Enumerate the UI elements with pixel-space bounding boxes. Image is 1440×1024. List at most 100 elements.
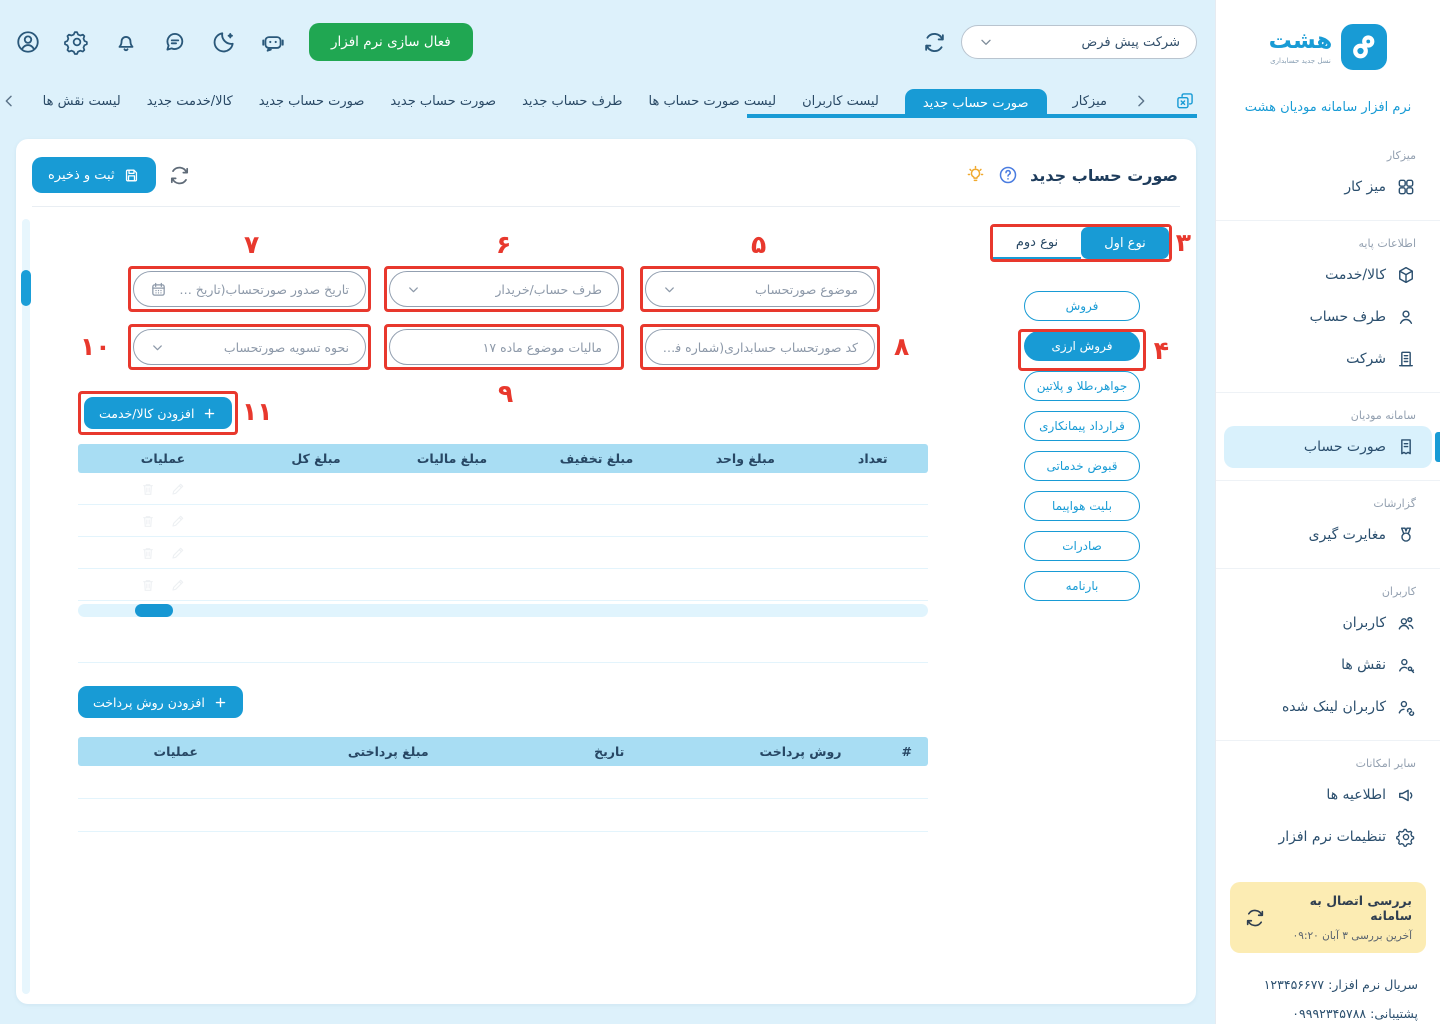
payments-table: # روش پرداخت تاریخ مبلغ پرداختی عملیات <box>78 737 928 832</box>
company-select[interactable]: شرکت پیش فرض <box>961 25 1197 59</box>
sidebar-item-label: کاربران <box>1342 615 1386 631</box>
sidebar-item-linked-users[interactable]: کاربران لینک شده <box>1216 686 1440 728</box>
buyer-select[interactable]: طرف حساب/خریدار <box>389 271 619 307</box>
linked-users-icon <box>1396 697 1416 717</box>
category-export[interactable]: صادرات <box>1024 531 1140 561</box>
sidebar-item-desk[interactable]: میز کار <box>1216 166 1440 208</box>
article17-tax-input[interactable]: مالیات موضوع ماده ۱۷ <box>389 329 619 365</box>
logo-icon <box>1341 24 1388 70</box>
accounting-code-input[interactable]: کد صورتحساب حسابداری(شماره فاکتور) <box>645 329 875 365</box>
tab-new-goods-service[interactable]: کالا/خدمت جدید <box>146 93 233 109</box>
category-gold-jewelry[interactable]: جواهر،طلا و پلاتین <box>1024 371 1140 401</box>
delete-icon <box>140 545 156 561</box>
sidebar-item-reconciliation[interactable]: مغایرت گیری <box>1216 514 1440 556</box>
settlement-method-select[interactable]: نحوه تسویه صورتحساب <box>133 329 366 365</box>
chevron-down-icon <box>662 282 677 297</box>
table-row <box>78 473 928 505</box>
section-label-moadian: سامانه مودیان <box>1350 409 1416 422</box>
divider <box>1216 220 1440 221</box>
sidebar-item-counterparty[interactable]: طرف حساب <box>1216 296 1440 338</box>
sidebar-item-company[interactable]: شرکت <box>1216 338 1440 380</box>
annotation-3: ۳ <box>1175 228 1191 257</box>
save-button-label: ثبت و ذخیره <box>48 167 115 183</box>
vertical-scrollbar-thumb[interactable] <box>21 270 31 306</box>
horizontal-scrollbar-track[interactable] <box>78 604 928 617</box>
notifications-icon[interactable] <box>113 29 139 55</box>
col-actions: عملیات <box>140 451 186 466</box>
toggle-segments: نوع اول نوع دوم <box>993 227 1169 259</box>
divider <box>1216 740 1440 741</box>
tab-invoices-list[interactable]: لیست صورت حساب ها <box>648 93 777 109</box>
form-refresh-icon[interactable] <box>168 164 191 187</box>
annotation-7: ۷ <box>244 230 260 259</box>
logo-text-block: هشت نسل جدید حسابداری <box>1269 29 1333 65</box>
add-payment-method-button[interactable]: افزودن روش پرداخت <box>78 686 243 718</box>
tab-new-invoice-2[interactable]: صورت حساب جدید <box>390 93 497 109</box>
field-placeholder: موضوع صورتحساب <box>754 281 858 297</box>
tabs-scroll-left-icon[interactable] <box>1 93 17 109</box>
horizontal-scrollbar-thumb[interactable] <box>135 604 173 617</box>
tab-roles-list[interactable]: لیست نقش ها <box>42 93 121 109</box>
gear-icon[interactable] <box>64 29 90 55</box>
invoice-subject-select[interactable]: موضوع صورتحساب <box>645 271 875 307</box>
invoice-type-toggle: نوع اول نوع دوم <box>990 224 1172 262</box>
vertical-scrollbar-track[interactable] <box>22 219 30 994</box>
delete-icon <box>140 481 156 497</box>
tab-bar: میزکار صورت حساب جدید لیست کاربران لیست … <box>0 84 1215 118</box>
toggle-type-one[interactable]: نوع اول <box>1081 227 1169 259</box>
person-icon <box>1396 307 1416 327</box>
help-icon[interactable] <box>998 165 1018 185</box>
sidebar-item-settings[interactable]: تنظیمات نرم افزار <box>1216 816 1440 858</box>
save-icon <box>123 167 140 184</box>
tip-bulb-icon[interactable] <box>965 165 986 186</box>
user-profile-icon[interactable] <box>15 29 41 55</box>
sidebar-item-label: طرف حساب <box>1309 309 1386 325</box>
divider <box>1216 568 1440 569</box>
category-contract[interactable]: قرارداد پیمانکاری <box>1024 411 1140 441</box>
top-bar: شرکت پیش فرض فعال سازی نرم افزار <box>0 0 1215 84</box>
app-title: نرم افزار سامانه مودیان هشت <box>1244 100 1412 115</box>
items-table-header: تعداد مبلغ واحد مبلغ تخفیف مبلغ مالیات م… <box>78 444 928 473</box>
annotation-9: ۹ <box>498 379 514 408</box>
field-placeholder: مالیات موضوع ماده ۱۷ <box>482 339 602 355</box>
sidebar-item-announcements[interactable]: اطلاعیه ها <box>1216 774 1440 816</box>
sidebar-item-roles[interactable]: نقش ها <box>1216 644 1440 686</box>
payments-table-header: # روش پرداخت تاریخ مبلغ پرداختی عملیات <box>78 737 928 766</box>
issue-date-input[interactable]: تاریخ صدور صورتحساب(تاریخ فاکت... <box>133 271 366 307</box>
category-sale[interactable]: فروش <box>1024 291 1140 321</box>
invoice-category-list: فروش فروش ارزی جواهر،طلا و پلاتین قراردا… <box>1024 291 1140 601</box>
category-utility-bills[interactable]: قبوض خدماتی <box>1024 451 1140 481</box>
col-paid-amount: مبلغ پرداختی <box>347 744 429 759</box>
users-icon <box>1396 613 1416 633</box>
chevron-down-icon <box>406 282 421 297</box>
sidebar-item-invoice[interactable]: صورت حساب <box>1224 426 1440 468</box>
col-total-amount: مبلغ کل <box>291 451 341 466</box>
tabs-scroll-right-icon[interactable] <box>1133 93 1149 109</box>
annotation-6: ۶ <box>496 230 512 259</box>
add-goods-service-button[interactable]: افزودن کالا/خدمت <box>84 397 233 429</box>
dark-mode-icon[interactable] <box>211 29 237 55</box>
col-unit-amount: مبلغ واحد <box>715 451 775 466</box>
card-header: صورت حساب جدید <box>32 155 1178 195</box>
toggle-type-two[interactable]: نوع دوم <box>993 227 1081 259</box>
tab-new-invoice-active[interactable]: صورت حساب جدید <box>904 89 1047 118</box>
field-issue-date-wrap: تاریخ صدور صورتحساب(تاریخ فاکت... <box>128 266 371 312</box>
refresh-icon[interactable] <box>922 30 947 55</box>
connection-check-card[interactable]: بررسی اتصال به سامانه آخرین بررسی ۳ آبان… <box>1230 882 1426 953</box>
save-button[interactable]: ثبت و ذخیره <box>32 157 156 193</box>
sidebar-item-users[interactable]: کاربران <box>1216 602 1440 644</box>
refresh-icon[interactable] <box>1244 907 1266 929</box>
close-all-tabs-icon[interactable] <box>1175 91 1195 111</box>
tab-new-counterparty[interactable]: طرف حساب جدید <box>522 93 623 109</box>
annotation-8: ۸ <box>894 332 910 361</box>
tab-dashboard[interactable]: میزکار <box>1072 93 1108 109</box>
category-waybill[interactable]: بارنامه <box>1024 571 1140 601</box>
category-plane-ticket[interactable]: بلیت هواپیما <box>1024 491 1140 521</box>
activate-software-button[interactable]: فعال سازی نرم افزار <box>309 23 473 61</box>
messages-icon[interactable] <box>162 29 188 55</box>
tab-users-list[interactable]: لیست کاربران <box>802 93 879 109</box>
sidebar-item-goods-services[interactable]: کالا/خدمت <box>1216 254 1440 296</box>
chevron-down-icon <box>978 34 994 50</box>
tab-new-invoice-3[interactable]: صورت حساب جدید <box>258 93 365 109</box>
chatbot-icon[interactable] <box>260 29 286 55</box>
